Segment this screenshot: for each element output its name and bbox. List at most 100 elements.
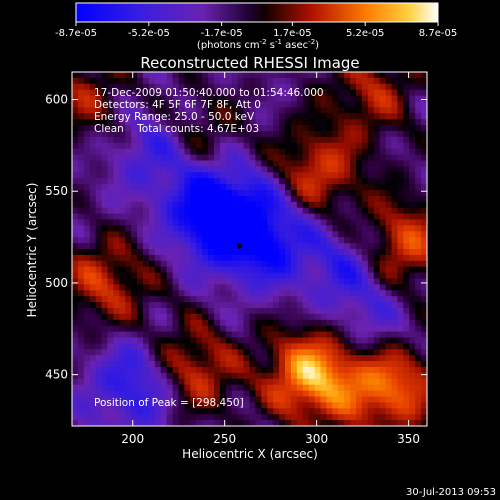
heatmap-cell (113, 308, 120, 315)
heatmap-cell (83, 349, 91, 356)
heatmap-cell (320, 414, 328, 421)
heatmap-cell (367, 372, 375, 380)
heatmap-cell (267, 343, 274, 350)
heatmap-cell (267, 402, 274, 409)
heatmap-cell (279, 154, 286, 162)
heatmap-cell (101, 302, 109, 309)
heatmap-cell (243, 302, 251, 309)
heatmap-cell (225, 119, 233, 126)
heatmap-cell (249, 231, 257, 238)
heatmap-cell (326, 184, 333, 191)
heatmap-cell (172, 243, 180, 250)
heatmap-cell (190, 284, 197, 291)
heatmap-cell (415, 296, 422, 303)
heatmap-cell (148, 113, 156, 120)
heatmap-cell (367, 190, 375, 197)
heatmap-cell (166, 184, 174, 191)
heatmap-cell (338, 231, 345, 238)
heatmap-cell (338, 207, 345, 215)
heatmap-cell (190, 278, 197, 285)
heatmap-cell (137, 125, 144, 132)
heatmap-cell (326, 125, 333, 132)
heatmap-cell (190, 290, 197, 297)
heatmap-cell (314, 372, 322, 380)
heatmap-cell (143, 219, 150, 226)
heatmap-cell (143, 266, 150, 274)
heatmap-cell (89, 408, 97, 415)
heatmap-cell (95, 378, 103, 386)
heatmap-cell (403, 313, 410, 321)
heatmap-cell (296, 260, 304, 268)
heatmap-cell (320, 207, 328, 215)
heatmap-cell (367, 302, 375, 309)
heatmap-cell (397, 290, 404, 297)
heatmap-cell (314, 190, 322, 197)
heatmap-cell (320, 408, 328, 415)
x-tick-label: 300 (305, 432, 328, 446)
heatmap-cell (77, 178, 85, 185)
heatmap-cell (113, 72, 120, 79)
heatmap-cell (101, 266, 109, 274)
heatmap-cell (243, 402, 251, 409)
heatmap-cell (95, 260, 103, 268)
heatmap-cell (385, 166, 393, 173)
heatmap-cell (367, 89, 375, 97)
heatmap-cell (113, 237, 120, 244)
heatmap-cell (379, 160, 387, 167)
heatmap-cell (314, 95, 322, 103)
heatmap-cell (225, 231, 233, 238)
heatmap-cell (125, 136, 132, 144)
heatmap-cell (249, 278, 257, 285)
heatmap-cell (308, 378, 316, 386)
heatmap-cell (361, 278, 369, 285)
heatmap-cell (172, 201, 180, 209)
heatmap-cell (160, 396, 168, 403)
heatmap-cell (148, 243, 156, 250)
heatmap-cell (373, 154, 381, 162)
heatmap-cell (267, 331, 274, 339)
heatmap-cell (279, 278, 286, 285)
heatmap-cell (379, 113, 387, 120)
heatmap-cell (113, 414, 120, 421)
heatmap-cell (403, 166, 410, 173)
heatmap-cell (166, 89, 174, 97)
heatmap-cell (137, 107, 144, 114)
heatmap-cell (391, 72, 399, 79)
heatmap-cell (350, 290, 357, 297)
heatmap-cell (172, 225, 180, 232)
heatmap-cell (273, 343, 280, 350)
heatmap-cell (119, 396, 126, 403)
heatmap-cell (279, 201, 286, 209)
heatmap-cell (332, 89, 339, 97)
heatmap-cell (409, 254, 416, 262)
heatmap-cell (172, 302, 180, 309)
heatmap-cell (279, 355, 286, 362)
heatmap-cell (302, 384, 310, 392)
heatmap-cell (296, 361, 304, 368)
heatmap-cell (148, 131, 156, 138)
heatmap-cell (302, 195, 310, 203)
heatmap-cell (101, 166, 109, 173)
heatmap-cell (273, 195, 280, 203)
heatmap-cell (403, 95, 410, 103)
heatmap-cell (148, 89, 156, 97)
heatmap-cell (285, 101, 292, 108)
heatmap-cell (107, 414, 115, 421)
heatmap-cell (308, 225, 316, 232)
heatmap-cell (190, 219, 197, 226)
heatmap-cell (249, 254, 257, 262)
heatmap-cell (279, 384, 286, 392)
heatmap-cell (166, 396, 174, 403)
heatmap-cell (225, 72, 233, 79)
heatmap-cell (397, 378, 404, 386)
heatmap-cell (273, 154, 280, 162)
heatmap-cell (320, 290, 328, 297)
heatmap-cell (219, 207, 227, 215)
heatmap-cell (178, 331, 186, 339)
heatmap-cell (190, 195, 197, 203)
heatmap-cell (196, 148, 203, 156)
heatmap-cell (131, 319, 138, 327)
heatmap-cell (409, 113, 416, 120)
heatmap-cell (101, 414, 109, 421)
heatmap-cell (397, 372, 404, 380)
